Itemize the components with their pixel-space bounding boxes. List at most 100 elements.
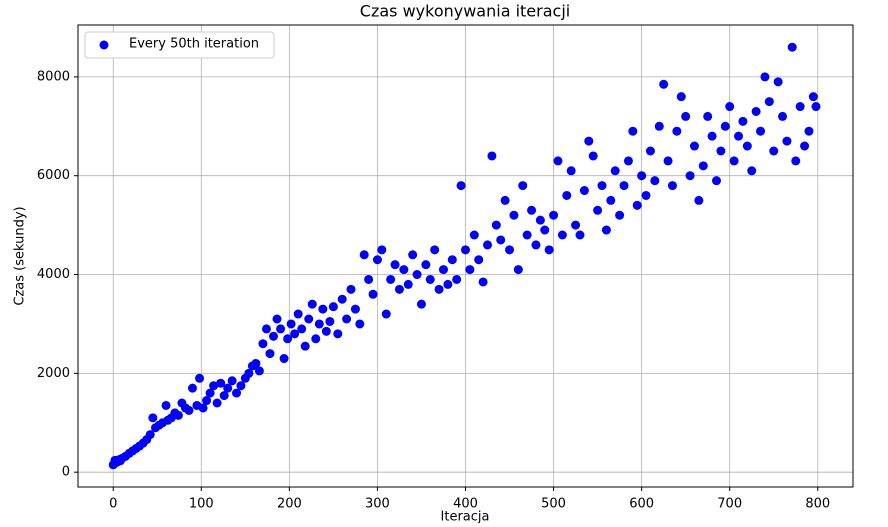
point <box>694 195 704 205</box>
point <box>500 195 510 205</box>
point <box>738 116 748 126</box>
point <box>487 151 497 161</box>
y-tick-label: 8000 <box>37 69 70 84</box>
y-tick-label: 4000 <box>37 267 70 282</box>
point <box>610 166 620 176</box>
y-axis-label: Czas (sekundy) <box>13 206 28 305</box>
point <box>535 215 545 225</box>
y-tick-label: 6000 <box>37 168 70 183</box>
point <box>800 141 810 151</box>
point <box>756 126 766 136</box>
point <box>760 72 770 82</box>
point <box>195 373 205 383</box>
legend-marker <box>99 40 109 50</box>
point <box>297 324 307 334</box>
point <box>434 284 444 294</box>
point <box>187 383 197 393</box>
point <box>276 324 286 334</box>
point <box>452 274 462 284</box>
point <box>372 255 382 265</box>
point <box>232 388 242 398</box>
point <box>703 111 713 121</box>
point <box>212 398 222 408</box>
point <box>698 161 708 171</box>
point <box>359 250 369 260</box>
point <box>219 391 229 401</box>
point <box>399 265 409 275</box>
point <box>804 126 814 136</box>
point <box>403 279 413 289</box>
point <box>531 240 541 250</box>
x-tick-label: 700 <box>717 497 742 512</box>
x-tick-label: 100 <box>189 497 214 512</box>
point <box>601 225 611 235</box>
point <box>584 136 594 146</box>
point <box>307 299 317 309</box>
point <box>148 413 158 423</box>
point <box>337 294 347 304</box>
point <box>386 274 396 284</box>
point <box>350 304 360 314</box>
point <box>729 156 739 166</box>
point <box>364 274 374 284</box>
point <box>663 156 673 166</box>
point <box>272 314 282 324</box>
point <box>650 176 660 186</box>
point <box>381 309 391 319</box>
point <box>465 265 475 275</box>
point <box>764 97 774 107</box>
point <box>198 403 208 413</box>
point <box>522 230 532 240</box>
x-tick-label: 0 <box>109 497 117 512</box>
point <box>593 205 603 215</box>
point <box>681 111 691 121</box>
point <box>318 304 328 314</box>
point <box>787 42 797 52</box>
point <box>216 378 226 388</box>
legend-box <box>84 31 275 59</box>
point <box>527 205 537 215</box>
point <box>425 274 435 284</box>
point <box>408 250 418 260</box>
point <box>509 210 519 220</box>
point <box>579 186 589 196</box>
point <box>808 92 818 102</box>
x-tick-label: 600 <box>629 497 654 512</box>
x-tick-label: 500 <box>541 497 566 512</box>
point <box>491 220 501 230</box>
point <box>734 131 744 141</box>
point <box>456 181 466 191</box>
point <box>265 349 275 359</box>
x-tick-label: 200 <box>277 497 302 512</box>
point <box>571 220 581 230</box>
point <box>258 339 268 349</box>
point <box>390 260 400 270</box>
point <box>325 316 335 326</box>
point <box>355 319 365 329</box>
chart-title: Czas wykonywania iteracji <box>360 2 570 21</box>
point <box>518 181 528 191</box>
point <box>676 92 686 102</box>
point <box>321 326 331 336</box>
point <box>333 329 343 339</box>
point <box>725 102 735 112</box>
point <box>773 77 783 87</box>
point <box>654 121 664 131</box>
point <box>236 381 246 391</box>
point <box>304 314 314 324</box>
legend-label: Every 50th iteration <box>129 37 259 52</box>
plot-frame <box>77 24 854 488</box>
point <box>615 210 625 220</box>
point <box>430 245 440 255</box>
point <box>778 111 788 121</box>
x-axis-label: Iteracja <box>441 510 490 524</box>
point <box>689 141 699 151</box>
point <box>667 181 677 191</box>
point <box>641 190 651 200</box>
point <box>293 309 303 319</box>
point <box>751 106 761 116</box>
point <box>483 240 493 250</box>
point <box>461 245 470 255</box>
point <box>720 121 730 131</box>
